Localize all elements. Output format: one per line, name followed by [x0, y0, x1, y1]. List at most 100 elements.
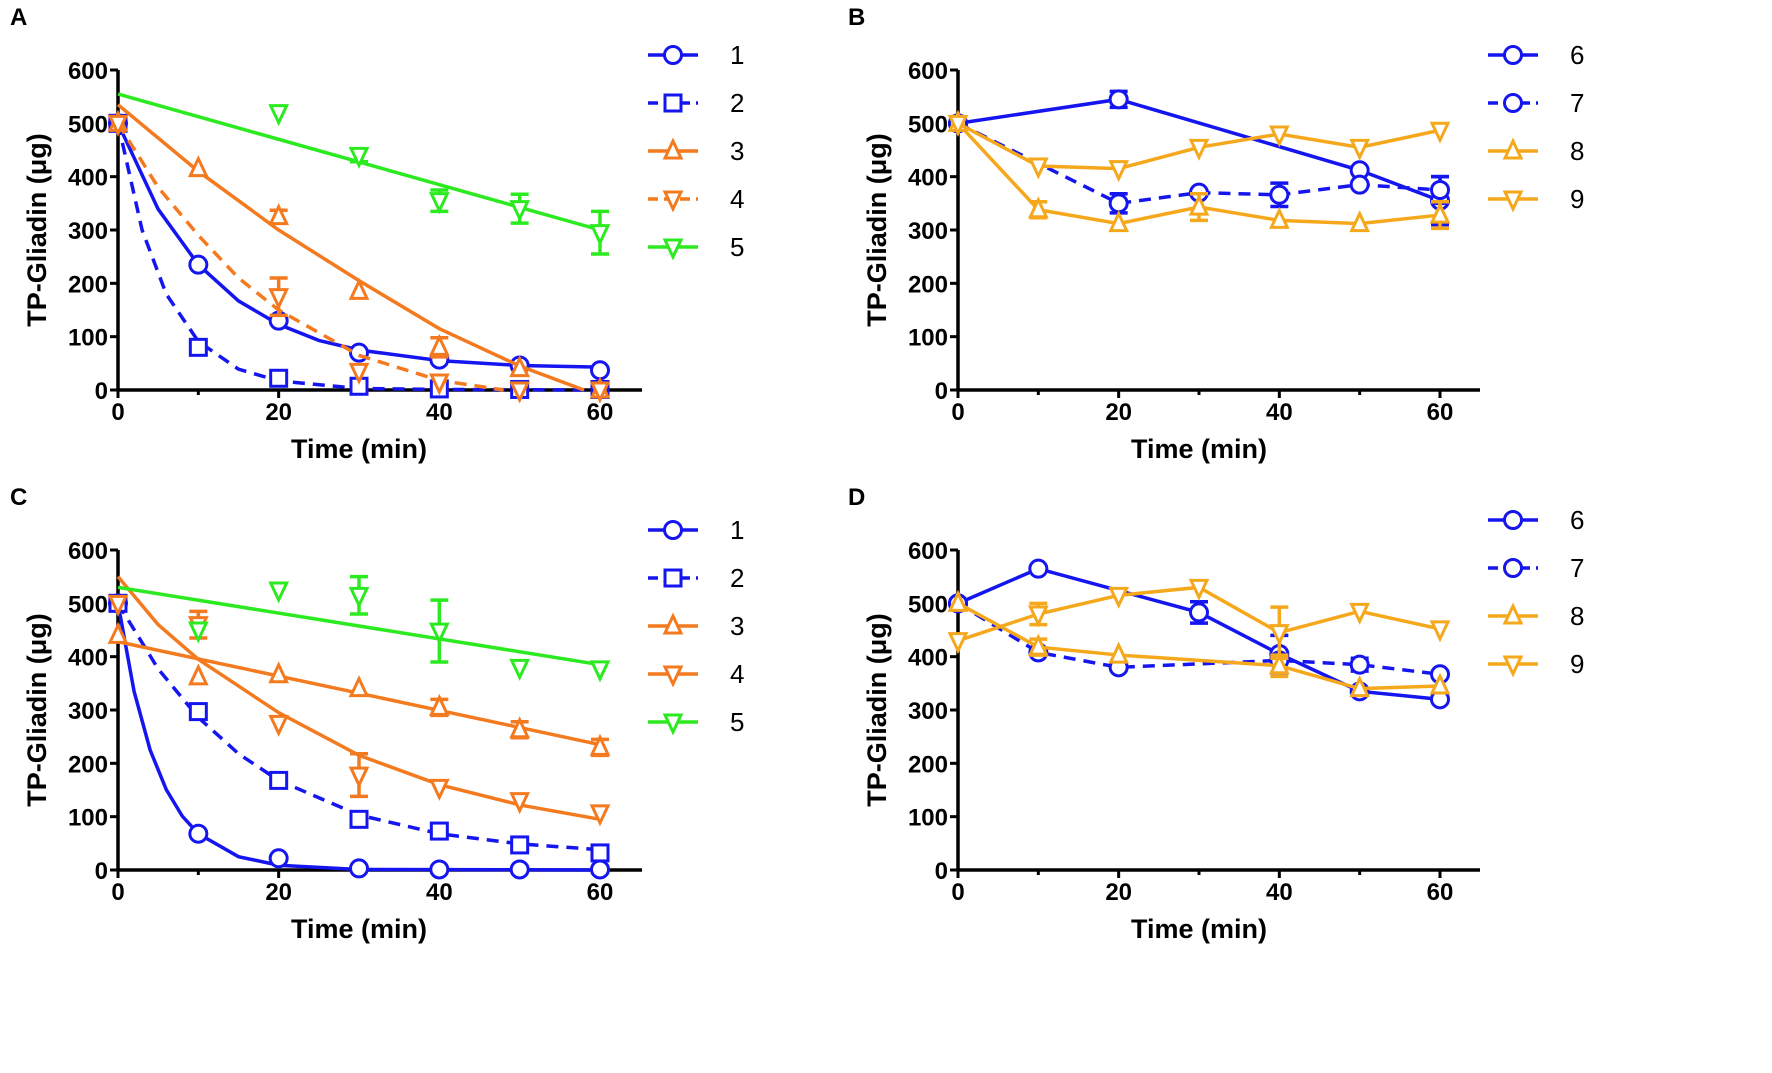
series-5 — [117, 92, 611, 256]
y-tick-label: 500 — [908, 591, 948, 618]
data-point — [509, 200, 531, 223]
y-axis-title: TP-Gliadin (μg) — [862, 133, 892, 327]
data-point — [1188, 578, 1210, 601]
data-point — [590, 843, 610, 863]
x-tick-label: 20 — [1105, 879, 1132, 906]
legend-label: 3 — [730, 136, 744, 166]
y-tick-label: 100 — [68, 325, 108, 352]
data-point — [187, 621, 209, 644]
data-point — [509, 792, 531, 815]
fit-curve — [117, 585, 601, 667]
legend-item-2: 2 — [648, 88, 744, 118]
data-point — [1108, 210, 1130, 233]
data-point — [349, 809, 369, 829]
x-tick-label: 0 — [951, 399, 964, 426]
series-8 — [947, 109, 1451, 233]
data-point — [1027, 605, 1049, 628]
data-point — [1027, 157, 1049, 180]
x-tick-label: 0 — [951, 879, 964, 906]
data-point — [268, 203, 290, 226]
data-point — [509, 355, 531, 378]
data-point — [428, 192, 450, 215]
data-point — [188, 823, 209, 844]
data-point — [1429, 672, 1451, 695]
data-point — [947, 114, 969, 137]
x-axis-title: Time (min) — [1131, 434, 1267, 464]
data-point — [589, 804, 611, 827]
legend-item-8: 8 — [1488, 136, 1584, 166]
data-point — [428, 778, 450, 801]
data-point — [589, 733, 611, 756]
x-tick-label: 20 — [265, 879, 292, 906]
x-tick-label: 40 — [426, 399, 453, 426]
legend-item-4: 4 — [648, 659, 744, 689]
data-point — [509, 381, 531, 404]
data-point — [589, 381, 611, 404]
data-point — [1349, 138, 1371, 161]
data-point — [107, 594, 129, 617]
y-axis-title: TP-Gliadin (μg) — [22, 133, 52, 327]
data-point — [1188, 193, 1210, 216]
data-point — [1349, 210, 1371, 233]
x-tick-label: 0 — [111, 399, 124, 426]
legend-marker — [1502, 602, 1524, 625]
series-5 — [117, 574, 611, 683]
y-tick-label: 300 — [908, 218, 948, 245]
y-tick-label: 300 — [68, 698, 108, 725]
data-point — [1268, 206, 1290, 229]
legend-marker — [662, 238, 684, 261]
panel-b: B 0 100 200 300 400 500 600 0 20 40 60 Time (min) TP-… — [848, 4, 1584, 464]
data-point — [188, 337, 208, 357]
data-point — [188, 702, 208, 722]
y-axis-title: TP-Gliadin (μg) — [862, 613, 892, 807]
legend-label: 4 — [730, 659, 744, 689]
data-point — [348, 675, 370, 698]
legend-item-9: 9 — [1488, 649, 1584, 679]
legend-item-7: 7 — [1488, 88, 1584, 118]
fit-curve — [116, 122, 504, 392]
data-point — [510, 835, 530, 855]
legend-marker — [663, 520, 683, 540]
data-point — [187, 155, 209, 178]
data-point — [1429, 620, 1451, 643]
data-point — [269, 368, 289, 388]
series-line — [957, 601, 1441, 691]
data-point — [1349, 174, 1370, 195]
legend-item-1: 1 — [648, 40, 744, 70]
legend-marker — [1503, 45, 1523, 65]
legend-marker — [1503, 510, 1523, 530]
y-tick-label: 100 — [908, 805, 948, 832]
data-point — [589, 660, 611, 683]
legend-label: 9 — [1570, 184, 1584, 214]
legend-label: 2 — [730, 88, 744, 118]
series-9 — [947, 114, 1451, 183]
data-point — [1108, 160, 1130, 183]
legend-label: 6 — [1570, 40, 1584, 70]
legend-item-3: 3 — [648, 136, 744, 166]
legend-item-6: 6 — [1488, 505, 1584, 535]
y-tick-label: 200 — [68, 271, 108, 298]
series-line — [957, 121, 1441, 206]
data-point — [509, 716, 531, 739]
data-point — [1269, 184, 1290, 205]
legend-marker — [1502, 190, 1524, 213]
data-point — [1027, 196, 1049, 219]
data-point — [268, 104, 290, 127]
series-line — [957, 97, 1441, 203]
y-tick-label: 100 — [68, 805, 108, 832]
legend-item-9: 9 — [1488, 184, 1584, 214]
y-tick-label: 500 — [68, 591, 108, 618]
legend-label: 8 — [1570, 601, 1584, 631]
data-point — [428, 373, 450, 396]
data-point — [1268, 624, 1290, 647]
data-point — [947, 632, 969, 655]
legend-marker — [662, 137, 684, 160]
data-point — [428, 622, 450, 645]
data-point — [268, 714, 290, 737]
legend-label: 9 — [1570, 649, 1584, 679]
data-point — [348, 362, 370, 385]
legend-marker — [1502, 655, 1524, 678]
legend-marker — [662, 713, 684, 736]
